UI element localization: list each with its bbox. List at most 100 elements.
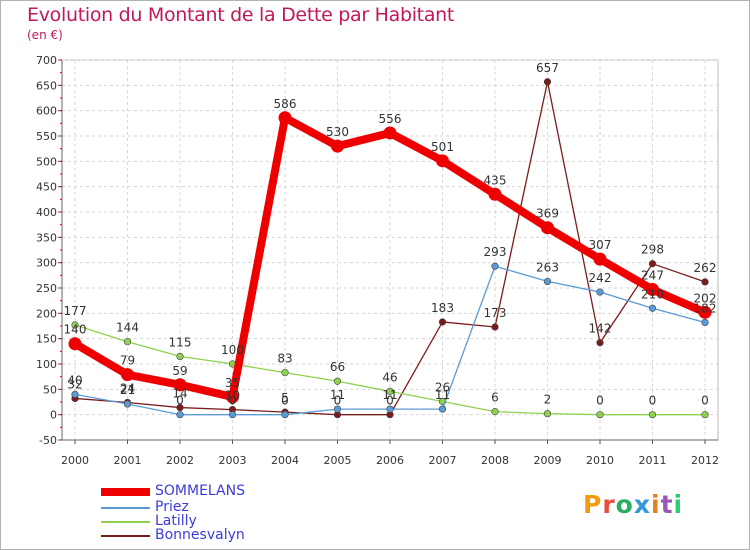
- xtick-label: 2002: [166, 454, 194, 467]
- ytick-label: 300: [36, 257, 57, 270]
- ytick-label: 550: [36, 130, 57, 143]
- data-label-latilly: 46: [382, 370, 397, 384]
- data-label-sommelans: 530: [326, 125, 349, 139]
- xtick-label: 2007: [429, 454, 457, 467]
- point-sommelans: [68, 337, 82, 351]
- data-label-latilly: 26: [435, 380, 450, 394]
- data-label-latilly: 83: [277, 352, 292, 366]
- data-label-sommelans: 35: [225, 376, 240, 390]
- data-label-priez: 0: [229, 394, 237, 408]
- point-sommelans: [541, 221, 554, 235]
- point-priez: [228, 411, 237, 419]
- point-priez: [281, 411, 289, 419]
- data-label-bonnesvalyn: 0: [334, 394, 342, 408]
- data-label-priez: 210: [641, 287, 664, 301]
- ytick-label: 450: [36, 181, 57, 194]
- ytick-label: 250: [36, 282, 57, 295]
- point-sommelans: [488, 187, 502, 201]
- data-label-priez: 0: [176, 394, 184, 408]
- ytick-label: -50: [39, 434, 57, 447]
- data-label-sommelans: 59: [172, 364, 187, 378]
- point-sommelans: [436, 154, 449, 168]
- ytick-label: 700: [36, 54, 57, 67]
- data-label-priez: 263: [536, 260, 559, 274]
- point-sommelans: [331, 139, 344, 153]
- data-label-sommelans: 586: [274, 97, 297, 111]
- point-priez: [438, 405, 447, 413]
- legend-label-priez: Priez: [155, 499, 189, 515]
- point-priez: [333, 405, 342, 413]
- data-label-latilly: 115: [169, 335, 192, 349]
- data-label-sommelans: 202: [694, 291, 717, 305]
- data-label-bonnesvalyn: 10: [225, 389, 240, 403]
- xtick-label: 2005: [324, 454, 352, 467]
- data-label-sommelans: 140: [64, 323, 87, 337]
- ytick-label: 650: [36, 79, 57, 92]
- point-latilly: [176, 352, 184, 361]
- data-label-bonnesvalyn: 262: [694, 261, 717, 275]
- point-sommelans: [226, 390, 239, 404]
- xtick-label: 2008: [481, 454, 509, 467]
- data-label-latilly: 144: [116, 321, 139, 335]
- ytick-label: 350: [36, 231, 57, 244]
- data-label-priez: 242: [589, 271, 612, 285]
- point-priez: [701, 318, 709, 327]
- ytick-label: 50: [43, 383, 57, 396]
- point-latilly: [596, 411, 604, 419]
- data-label-priez: 293: [484, 245, 507, 259]
- data-label-bonnesvalyn: 298: [641, 243, 664, 257]
- point-priez: [648, 304, 657, 312]
- point-priez: [176, 411, 184, 419]
- point-latilly: [491, 408, 499, 416]
- proxiti-logo: Proxiti: [583, 490, 684, 519]
- point-sommelans: [173, 378, 187, 392]
- point-sommelans: [121, 368, 134, 382]
- data-label-priez: 11: [330, 388, 345, 402]
- data-label-bonnesvalyn: 657: [536, 61, 559, 75]
- data-label-latilly: 66: [330, 360, 345, 374]
- data-label-bonnesvalyn: 5: [281, 391, 289, 405]
- ytick-label: 200: [36, 307, 57, 320]
- data-label-sommelans: 435: [484, 173, 507, 187]
- data-label-sommelans: 556: [379, 112, 402, 126]
- data-label-bonnesvalyn: 32: [67, 377, 82, 391]
- xtick-label: 2001: [114, 454, 142, 467]
- data-label-bonnesvalyn: 183: [431, 301, 454, 315]
- ytick-label: 0: [50, 409, 57, 422]
- data-label-bonnesvalyn: 0: [386, 394, 394, 408]
- point-sommelans: [383, 126, 397, 140]
- xtick-label: 2010: [586, 454, 614, 467]
- ytick-label: 500: [36, 155, 57, 168]
- chart-title: Evolution du Montant de la Dette par Hab…: [27, 4, 455, 26]
- xtick-label: 2004: [271, 454, 299, 467]
- data-label-bonnesvalyn: 14: [172, 387, 187, 401]
- point-latilly: [648, 411, 657, 419]
- data-label-latilly: 0: [701, 394, 709, 408]
- point-sommelans: [593, 252, 607, 266]
- point-latilly: [386, 387, 394, 395]
- chart-subtitle: (en €): [27, 28, 63, 42]
- data-label-latilly: 100: [221, 343, 244, 357]
- legend-label-latilly: Latilly: [155, 513, 197, 529]
- point-priez: [386, 405, 394, 413]
- data-label-sommelans: 369: [536, 207, 559, 221]
- ytick-label: 150: [36, 333, 57, 346]
- point-bonnesvalyn: [491, 323, 499, 331]
- xtick-label: 2009: [534, 454, 562, 467]
- data-label-latilly: 2: [544, 393, 552, 407]
- ytick-label: 600: [36, 105, 57, 118]
- point-latilly: [701, 411, 709, 419]
- data-label-bonnesvalyn: 142: [589, 322, 612, 336]
- legend-label-sommelans: SOMMELANS: [155, 483, 245, 499]
- xtick-label: 2011: [639, 454, 667, 467]
- point-sommelans: [646, 283, 659, 297]
- data-label-bonnesvalyn: 24: [120, 382, 135, 396]
- point-latilly: [543, 410, 552, 418]
- data-label-latilly: 0: [649, 394, 657, 408]
- data-label-priez: 11: [435, 388, 450, 402]
- data-label-priez: 0: [281, 394, 289, 408]
- point-latilly: [71, 321, 79, 329]
- data-label-sommelans: 79: [120, 354, 135, 368]
- point-priez: [491, 262, 499, 270]
